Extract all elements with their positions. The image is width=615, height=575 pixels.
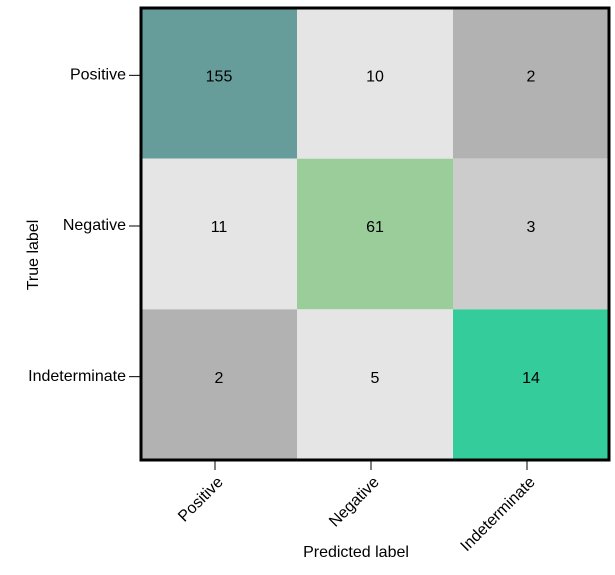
x-tick-label: Indeterminate — [458, 474, 539, 555]
cell-value-label: 11 — [211, 219, 228, 236]
y-tick-label: Negative — [63, 217, 126, 234]
x-axis: Positive Negative Indeterminate — [175, 460, 539, 555]
heatmap-cell — [297, 8, 453, 159]
heatmap-cell — [297, 309, 453, 460]
y-tick-label: Indeterminate — [28, 368, 126, 385]
heatmap-cell — [141, 309, 297, 460]
cell-labels-layer: 155 10 2 11 61 3 2 5 14 — [206, 69, 540, 387]
heatmap-cell — [453, 8, 609, 159]
heatmap-cell — [453, 309, 609, 460]
x-tick-label: Positive — [175, 474, 227, 526]
cell-value-label: 10 — [366, 69, 384, 86]
cells-layer — [141, 8, 609, 460]
cell-value-label: 61 — [366, 219, 384, 236]
cell-value-label: 2 — [527, 69, 536, 86]
x-axis-title: Predicted label — [303, 544, 409, 561]
y-axis-title: True label — [25, 220, 42, 291]
cell-value-label: 155 — [206, 69, 233, 86]
plot-frame — [139, 6, 611, 462]
cell-value-label: 2 — [215, 370, 224, 387]
cell-value-label: 14 — [522, 370, 540, 387]
cell-value-label: 5 — [371, 370, 380, 387]
y-axis: Positive Negative Indeterminate — [28, 67, 141, 385]
heatmap-cell — [453, 158, 609, 310]
heatmap-cell — [141, 8, 297, 159]
x-tick-label: Negative — [326, 474, 383, 531]
heatmap-cell — [297, 158, 453, 310]
y-tick-label: Positive — [70, 67, 126, 84]
heatmap-cell — [141, 158, 297, 310]
cell-value-label: 3 — [527, 219, 536, 236]
